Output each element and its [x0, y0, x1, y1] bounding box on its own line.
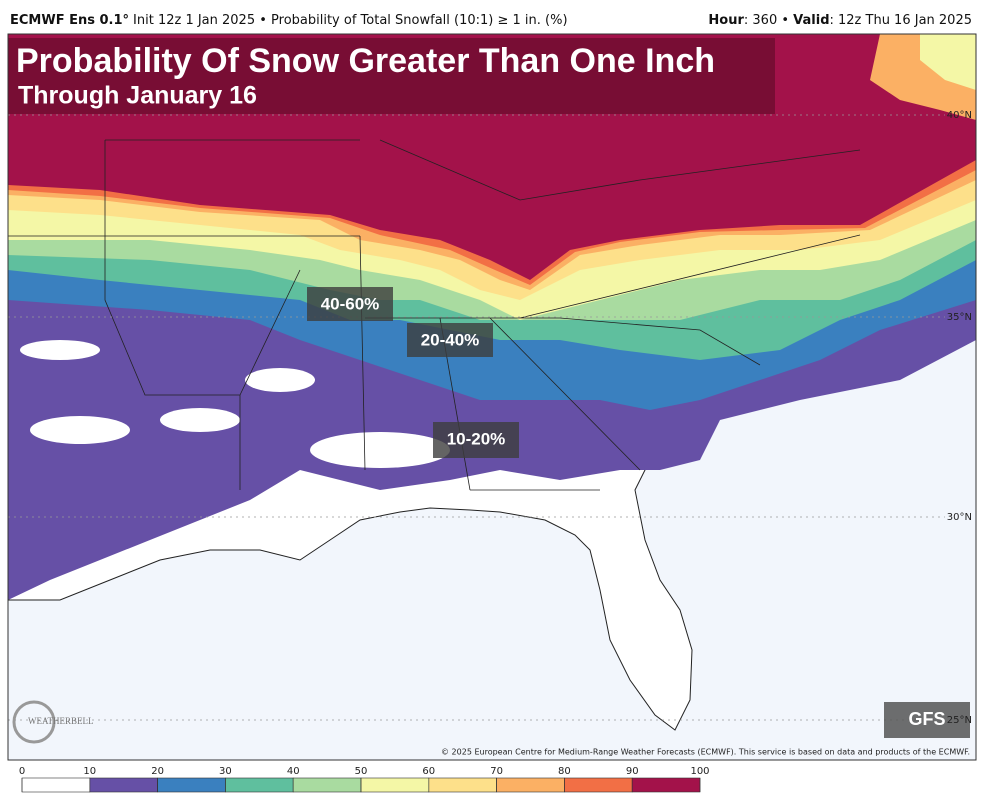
gap	[245, 368, 315, 392]
colorbar-segment	[360, 777, 430, 793]
colorbar-segment	[428, 777, 497, 793]
badge-box	[884, 702, 970, 738]
lat-label: 40°N	[947, 110, 972, 121]
description: Init 12z 1 Jan 2025 • Probability of Tot…	[133, 13, 568, 28]
lat-label: 30°N	[947, 512, 972, 523]
gap	[30, 416, 130, 444]
map-frame	[7, 33, 977, 761]
colorbar-segment	[225, 777, 294, 793]
lat-label: 35°N	[947, 312, 972, 323]
badge: GFS	[908, 709, 945, 729]
logo: WEATHERBELL	[28, 716, 94, 726]
colorbar-tick-label: 70	[490, 766, 503, 777]
colorbar-tick-label: 20	[151, 766, 164, 777]
gap	[160, 408, 240, 432]
colorbar-tick-label: 30	[219, 766, 232, 777]
annotation-box	[407, 323, 493, 357]
colorbar-tick-label: 10	[83, 766, 96, 777]
title-box	[8, 38, 775, 114]
header-right: Hour: 360 • Valid: 12z Thu 16 Jan 2025	[708, 13, 972, 28]
hour-value: : 360 •	[744, 13, 793, 28]
annotation: 10-20%	[447, 429, 506, 448]
colorbar-tick-label: 90	[626, 766, 639, 777]
copyright: © 2025 European Centre for Medium-Range …	[441, 748, 970, 757]
overlay-subtitle: Through January 16	[18, 82, 257, 110]
gap	[20, 340, 100, 360]
valid-value: : 12z Thu 16 Jan 2025	[830, 13, 973, 28]
colorbar: 0 10 20 30 40 50 60 70 80 90 100	[19, 766, 710, 793]
annotation: 20-40%	[421, 330, 480, 349]
colorbar-tick-label: 40	[287, 766, 300, 777]
annotation: 40-60%	[321, 294, 380, 313]
overlay-title: Probability Of Snow Greater Than One Inc…	[16, 42, 715, 80]
colorbar-tick-label: 0	[19, 766, 25, 777]
colorbar-tick-label: 60	[422, 766, 435, 777]
valid-key: Valid	[793, 13, 829, 28]
annotation-box	[433, 422, 519, 458]
annotation-box	[307, 287, 393, 321]
colorbar-segment	[564, 777, 633, 793]
map: Probability Of Snow Greater Than One Inc…	[8, 34, 976, 760]
hour-key: Hour	[708, 13, 744, 28]
colorbar-segment	[89, 777, 158, 793]
graticule	[8, 114, 945, 721]
colorbar-tick-label: 50	[355, 766, 368, 777]
model: ECMWF Ens 0.1°	[10, 13, 129, 28]
colorbar-segment	[21, 777, 91, 793]
colorbar-segment	[292, 777, 362, 793]
band-ne	[920, 34, 976, 90]
state-borders	[8, 139, 861, 491]
header-left: ECMWF Ens 0.1° Init 12z 1 Jan 2025 • Prob…	[10, 13, 568, 28]
colorbar-segment	[496, 777, 565, 793]
lat-label: 25°N	[947, 715, 972, 726]
gap	[310, 432, 450, 468]
colorbar-segment	[631, 777, 701, 793]
colorbar-tick-label: 80	[558, 766, 571, 777]
colorbar-segment	[157, 777, 226, 793]
colorbar-tick-label: 100	[690, 766, 709, 777]
logo-mark	[12, 700, 56, 744]
